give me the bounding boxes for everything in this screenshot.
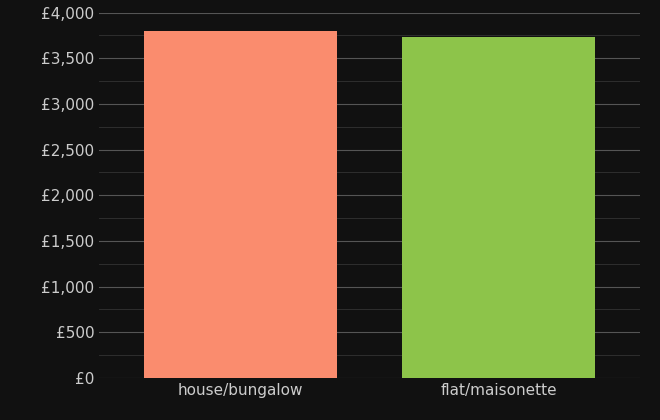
Bar xyxy=(144,31,337,378)
Bar xyxy=(402,37,595,378)
